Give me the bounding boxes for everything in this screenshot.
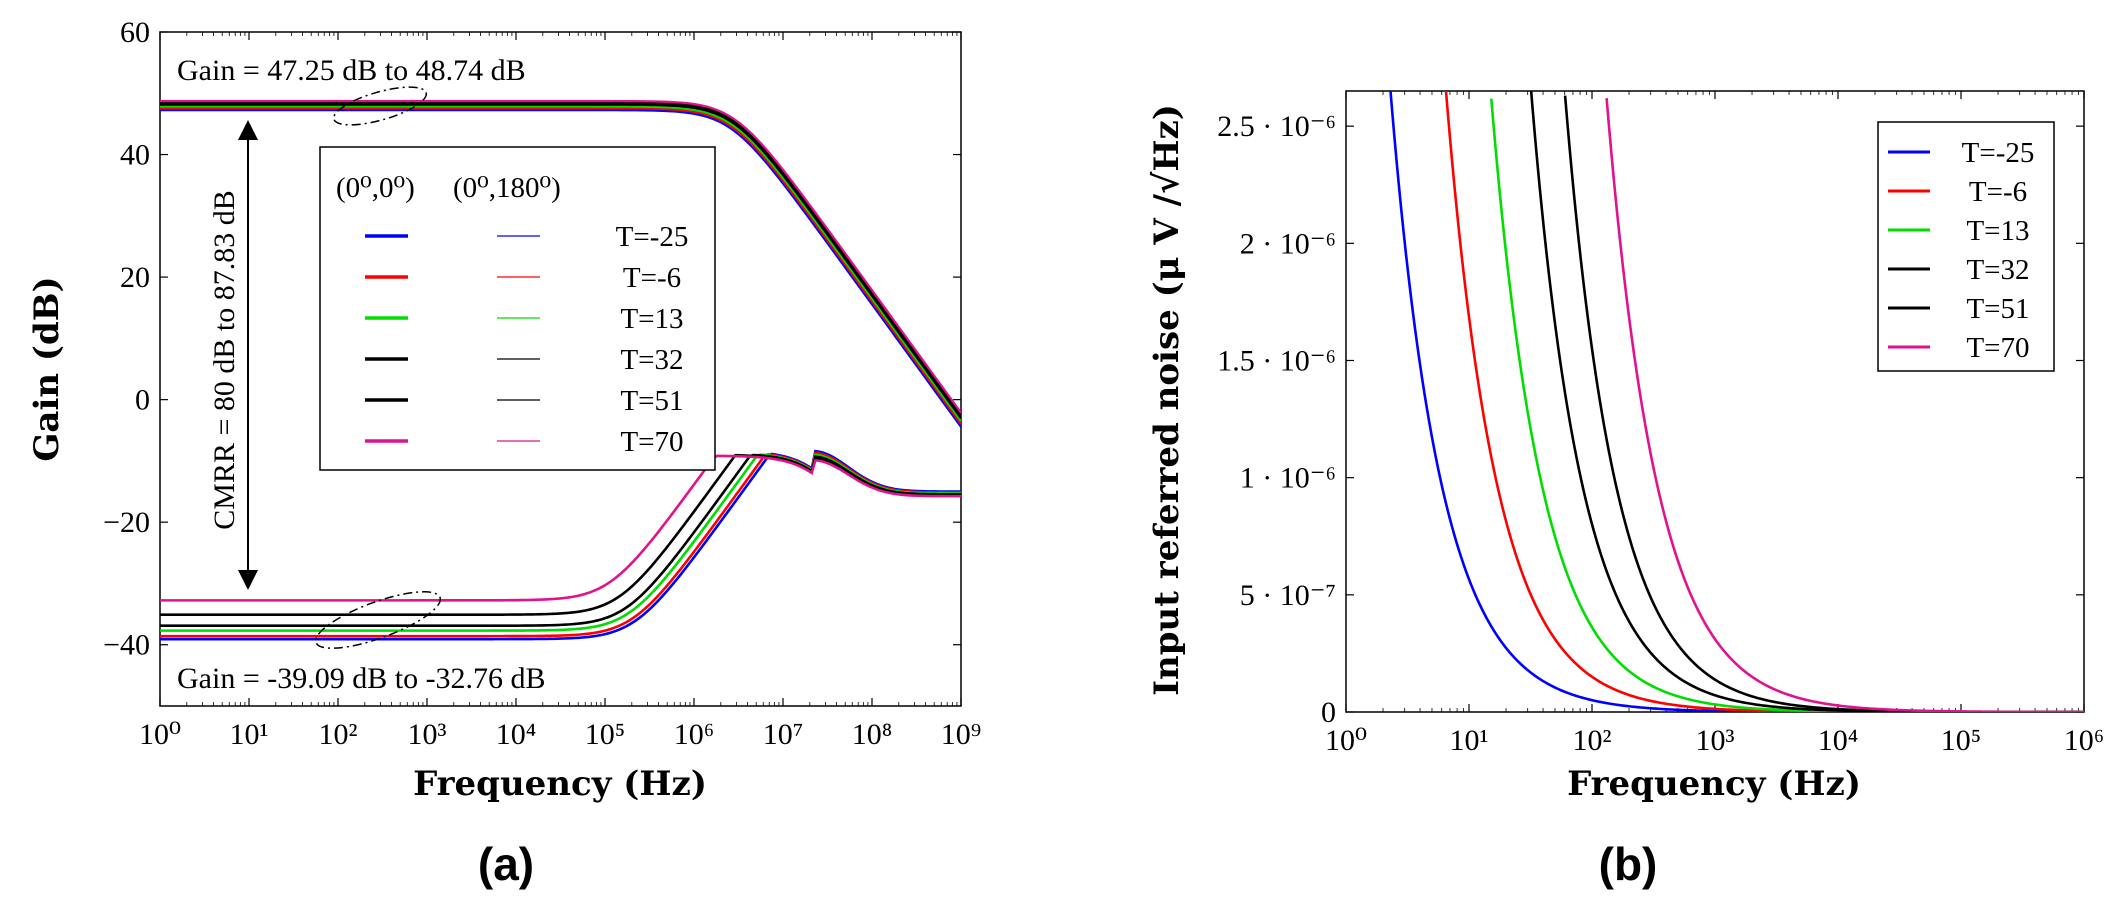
legend-a-label: T=51 xyxy=(620,385,683,417)
ytick-label-a: 60 xyxy=(120,16,150,49)
ytick-label-a: 20 xyxy=(120,261,150,294)
xtick-label-a: 10⁷ xyxy=(763,718,803,751)
xtick-label-b: 10¹ xyxy=(1450,724,1489,757)
cm-gain-line-T=-6 xyxy=(160,451,961,638)
legend-b-label: T=51 xyxy=(1966,293,2029,325)
ytick-label-a: 40 xyxy=(120,139,150,172)
xtick-label-b: 10² xyxy=(1573,724,1612,757)
legend-a-header-col1: (0⁰,0⁰) xyxy=(336,172,415,204)
ytick-label-b: 2 · 10⁻⁶ xyxy=(1240,227,1336,260)
bottom-gain-ellipse xyxy=(314,591,442,649)
xtick-label-b: 10⁵ xyxy=(1941,724,1981,757)
ytick-label-b: 5 · 10⁻⁷ xyxy=(1240,579,1336,612)
legend-a-header-col2: (0⁰,180⁰) xyxy=(453,172,561,204)
xtick-label-a: 10¹ xyxy=(230,718,269,751)
chart-a-frame xyxy=(159,31,962,707)
ytick-label-b: 1.5 · 10⁻⁶ xyxy=(1217,344,1336,377)
xtick-label-a: 10⁰ xyxy=(139,718,181,751)
chart-b-legend-box xyxy=(1877,121,2055,372)
ytick-label-b: 2.5 · 10⁻⁶ xyxy=(1217,110,1336,143)
chart-a-xlabel: Frequency (Hz) xyxy=(413,764,707,804)
diff-gain-line-T=13 xyxy=(160,105,961,422)
ytick-label-a: −40 xyxy=(103,629,150,662)
cm-gain-line-T=32 xyxy=(160,453,961,628)
cm-gain-line-T=70 xyxy=(160,454,961,602)
chart-b-xlabel: Frequency (Hz) xyxy=(1567,764,1861,804)
cm-gain-line-T=51 xyxy=(160,453,961,616)
noise-line-T=70 xyxy=(1605,98,2084,712)
legend-b-label: T=32 xyxy=(1966,254,2029,286)
legend-a-label: T=-6 xyxy=(623,262,681,294)
diff-gain-line-T=-6 xyxy=(160,107,961,425)
xtick-label-a: 10³ xyxy=(408,718,447,751)
legend-b-label: T=-6 xyxy=(1969,176,2027,208)
legend-a-label: T=32 xyxy=(620,344,683,376)
xtick-label-a: 10⁹ xyxy=(941,718,981,751)
ytick-label-a: −20 xyxy=(103,506,150,539)
cmrr-annotation: CMRR = 80 dB to 87.83 dB xyxy=(208,190,241,529)
chart-b-legend: T=-25 T=-6 T=13 T=32 T=51 T=70 xyxy=(1877,121,2055,372)
chart-b: 0 5 · 10⁻⁷ 1 · 10⁻⁶ 1.5 · 10⁻⁶ 2 · 10⁻⁶ 2.5 ·… xyxy=(1147,90,2104,890)
chart-a-legend-box xyxy=(319,146,716,471)
xtick-label-a: 10⁴ xyxy=(496,718,536,751)
panel-label-b: (b) xyxy=(1599,838,1658,890)
legend-a-label: T=13 xyxy=(620,303,683,335)
diff-gain-line-T=70 xyxy=(160,99,961,414)
diff-gain-line-T=32 xyxy=(160,103,961,419)
legend-b-label: T=13 xyxy=(1966,215,2029,247)
legend-b-label: T=-25 xyxy=(1962,137,2035,169)
diff-gain-line-T=51 xyxy=(160,101,961,417)
chart-a-legend: (0⁰,0⁰) (0⁰,180⁰) T=-25 T=-6 T=13 T=32 T=51 T… xyxy=(319,146,716,471)
cm-gain-line-T=-25 xyxy=(160,449,961,641)
bottom-gain-annotation: Gain = -39.09 dB to -32.76 dB xyxy=(177,662,546,695)
ytick-label-b: 0 xyxy=(1321,696,1336,729)
xtick-label-b: 10⁴ xyxy=(1818,724,1858,757)
chart-a-ylabel: Gain (dB) xyxy=(27,276,67,461)
ytick-label-b: 1 · 10⁻⁶ xyxy=(1240,462,1336,495)
legend-a-label: T=70 xyxy=(620,426,683,458)
panel-label-a: (a) xyxy=(478,838,534,890)
cm-gain-line-T=13 xyxy=(160,453,961,632)
xtick-label-a: 10⁵ xyxy=(585,718,625,751)
top-gain-annotation: Gain = 47.25 dB to 48.74 dB xyxy=(177,54,526,87)
legend-b-label: T=70 xyxy=(1966,332,2029,364)
xtick-label-b: 10³ xyxy=(1696,724,1735,757)
diff-gain-line-T=-25 xyxy=(160,109,961,428)
ytick-label-a: 0 xyxy=(135,384,150,417)
chart-a: −40 −20 0 20 40 60 10⁰ 10¹ 10² 10³ 10⁴ 10⁵ 10⁶ 10⁷ 10⁸… xyxy=(27,16,981,890)
xtick-label-b: 10⁶ xyxy=(2064,724,2104,757)
top-gain-ellipse xyxy=(332,86,428,126)
xtick-label-a: 10² xyxy=(319,718,358,751)
legend-a-label: T=-25 xyxy=(616,221,689,253)
xtick-label-a: 10⁶ xyxy=(674,718,714,751)
xtick-label-a: 10⁸ xyxy=(852,718,892,751)
xtick-label-b: 10⁰ xyxy=(1325,724,1367,757)
chart-b-ylabel: Input referred noise (μ V /√Hz) xyxy=(1147,104,1187,696)
